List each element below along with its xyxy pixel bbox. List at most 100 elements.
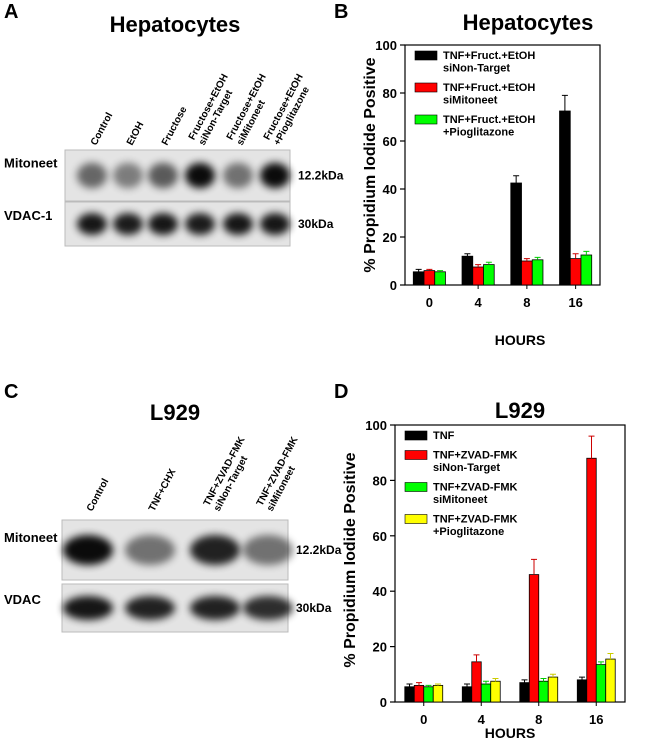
bar (432, 684, 444, 703)
error-bar (415, 268, 422, 272)
error-bar (531, 558, 538, 575)
error-bar (523, 258, 530, 261)
error-bar (583, 250, 590, 255)
blot-band (148, 213, 178, 235)
error-bar (492, 677, 499, 682)
bar (404, 686, 415, 703)
legend-label: TNF (433, 430, 455, 442)
error-bar (434, 683, 441, 686)
error-bar (513, 175, 520, 183)
lane-group: Control (89, 111, 116, 148)
bar (412, 271, 425, 286)
blot-title: Hepatocytes (110, 12, 241, 37)
bar (519, 682, 530, 703)
x-tick-label: 16 (589, 712, 603, 727)
legend-swatch (414, 82, 438, 93)
blot-band (125, 535, 175, 565)
blot-band (63, 596, 113, 620)
bar (521, 260, 533, 286)
plot-frame (404, 44, 601, 286)
bar (576, 679, 588, 703)
error-bar (579, 676, 586, 680)
y-tick-label: 60 (373, 529, 387, 544)
blot-band (113, 162, 143, 189)
blot-row-label: Mitoneet (4, 530, 58, 545)
blot-band (260, 162, 290, 189)
error-bar (607, 653, 614, 660)
y-tick-label: 80 (373, 473, 387, 488)
y-tick-label: 100 (365, 418, 387, 433)
x-tick-label: 0 (420, 712, 427, 727)
legend-swatch (414, 50, 438, 61)
y-tick-label: 40 (373, 584, 387, 599)
legend-label: TNF+ZVAD-FMK siNon-Target (433, 450, 517, 475)
panel-label: B (334, 1, 348, 23)
bar (580, 254, 593, 286)
y-tick-label: 20 (383, 230, 397, 245)
y-tick-label: 60 (383, 134, 397, 149)
legend-label: TNF+Fruct.+EtOH siNon-Target (443, 50, 535, 75)
lane-group: Control (85, 477, 112, 514)
bar (559, 110, 571, 286)
blot-size-label: 30kDa (298, 217, 334, 231)
bar (586, 457, 597, 703)
y-axis-label: % Propidium Iodide Positive (362, 57, 379, 272)
error-bar (406, 683, 413, 687)
panel-label: C (4, 381, 18, 403)
y-tick-label: 100 (375, 38, 397, 53)
lane-label: Control (89, 111, 116, 148)
error-bar (534, 256, 541, 260)
lane-label: TNF+ZVAD-FMKsiNon-Target (202, 434, 258, 513)
panel-label: A (4, 1, 18, 23)
blot-band (185, 162, 215, 189)
legend-swatch (404, 482, 428, 492)
blot-size-label: 12.2kDa (298, 169, 344, 183)
blot-band (223, 162, 253, 189)
x-tick-label: 8 (535, 712, 542, 727)
error-bar (437, 270, 444, 272)
blot-row-label: VDAC (4, 592, 41, 607)
error-bar (426, 268, 433, 271)
legend-swatch (414, 114, 438, 125)
error-bar (425, 684, 432, 687)
chart-title: Hepatocytes (463, 10, 594, 35)
error-bar (597, 661, 604, 665)
error-bar (482, 680, 489, 684)
bar (461, 255, 474, 286)
bar (480, 683, 492, 703)
lane-label: Control (85, 477, 112, 514)
bar (528, 574, 540, 703)
y-tick-label: 20 (373, 640, 387, 655)
blot-band (63, 535, 113, 565)
blot-band (77, 162, 107, 189)
blot-band (190, 535, 240, 565)
x-tick-label: 4 (475, 295, 483, 310)
lane-label: EtOH (125, 120, 146, 147)
chart-title: L929 (495, 398, 545, 423)
legend-label: TNF+Fruct.+EtOH +Pioglitazone (443, 114, 535, 139)
lane-label: TNF+ZVAD-FMKsiMitoneet (255, 434, 311, 513)
x-tick-label: 8 (523, 295, 530, 310)
bar (472, 266, 484, 286)
blot-row-label: Mitoneet (4, 156, 58, 171)
bar (423, 270, 436, 286)
bar (510, 182, 522, 286)
error-bar (561, 94, 568, 111)
x-tick-label: 0 (426, 295, 433, 310)
plot-frame (394, 424, 626, 703)
lane-label: TNF+CHX (147, 467, 179, 513)
y-tick-label: 0 (380, 695, 387, 710)
error-bar (473, 654, 480, 662)
error-bar (416, 682, 423, 686)
blot-band (113, 213, 143, 235)
lane-group: TNF+ZVAD-FMKsiMitoneet (255, 434, 311, 513)
legend-swatch (404, 450, 428, 460)
bar (461, 686, 473, 703)
blot-band (223, 213, 253, 235)
bar (531, 259, 544, 286)
panel-label: D (334, 381, 348, 403)
bar (538, 680, 549, 703)
error-bar (521, 679, 528, 683)
error-bar (464, 683, 471, 687)
